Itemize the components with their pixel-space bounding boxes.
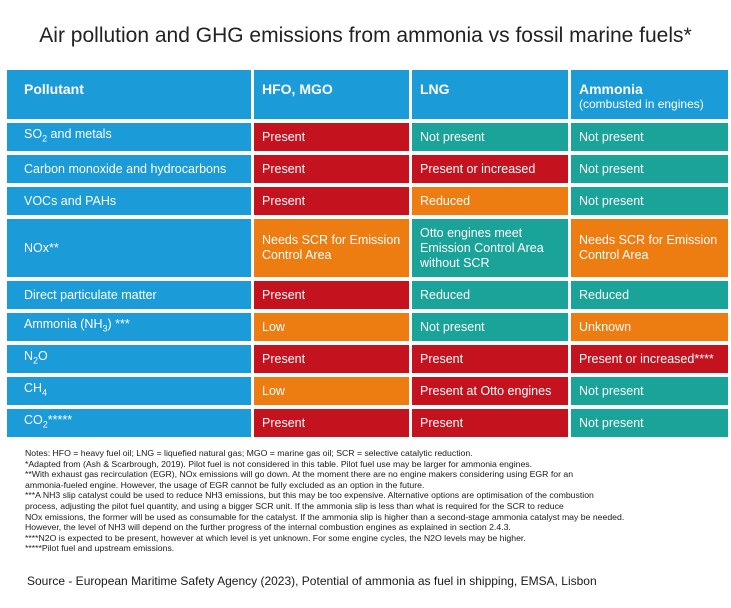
- note-line: *Adapted from (Ash & Scarbrough, 2019). …: [25, 458, 533, 469]
- hfo-cell: Present: [254, 155, 409, 183]
- header-ammonia-label: Ammonia: [579, 81, 643, 97]
- ammonia-cell: Needs SCR for Emission Control Area: [571, 219, 728, 277]
- note-line: ammonia-fueled engine. However, the usag…: [25, 479, 425, 490]
- emissions-table: Pollutant HFO, MGO LNG Ammonia (combuste…: [7, 70, 728, 437]
- lng-cell: Present at Otto engines: [412, 377, 568, 405]
- header-pollutant: Pollutant: [7, 70, 251, 119]
- pollutant-cell: N2O: [7, 345, 251, 373]
- header-ammonia-sublabel: (combusted in engines): [579, 97, 704, 111]
- pollutant-cell: Ammonia (NH3) ***: [7, 313, 251, 341]
- note-line: Notes: HFO = heavy fuel oil; LNG = lique…: [25, 448, 473, 458]
- pollutant-cell: CO2*****: [7, 409, 251, 437]
- ammonia-cell: Not present: [571, 377, 728, 405]
- ammonia-cell: Not present: [571, 123, 728, 151]
- note-line: ****N2O is expected to be present, howev…: [25, 532, 526, 543]
- hfo-cell: Needs SCR for Emission Control Area: [254, 219, 409, 277]
- lng-cell: Present: [412, 409, 568, 437]
- hfo-cell: Present: [254, 409, 409, 437]
- lng-cell: Otto engines meet Emission Control Area …: [412, 219, 568, 277]
- ammonia-cell: Reduced: [571, 281, 728, 309]
- pollutant-cell: CH4: [7, 377, 251, 405]
- notes: Notes: HFO = heavy fuel oil; LNG = lique…: [25, 448, 725, 554]
- hfo-cell: Present: [254, 123, 409, 151]
- lng-cell: Present or increased: [412, 155, 568, 183]
- pollutant-cell: Direct particulate matter: [7, 281, 251, 309]
- page-title: Air pollution and GHG emissions from amm…: [39, 24, 692, 47]
- header-hfo-mgo: HFO, MGO: [254, 70, 409, 119]
- note-line: **With exhaust gas recirculation (EGR), …: [25, 469, 574, 480]
- lng-cell: Reduced: [412, 187, 568, 215]
- note-line: *****Pilot fuel and upstream emissions.: [25, 543, 175, 554]
- lng-cell: Not present: [412, 313, 568, 341]
- pollutant-cell: Carbon monoxide and hydrocarbons: [7, 155, 251, 183]
- lng-cell: Reduced: [412, 281, 568, 309]
- hfo-cell: Low: [254, 313, 409, 341]
- pollutant-cell: SO2 and metals: [7, 123, 251, 151]
- header-ammonia: Ammonia (combusted in engines): [571, 70, 728, 119]
- header-lng: LNG: [412, 70, 568, 119]
- pollutant-cell: VOCs and PAHs: [7, 187, 251, 215]
- hfo-cell: Low: [254, 377, 409, 405]
- pollutant-cell: NOx**: [7, 219, 251, 277]
- source-citation: Source - European Maritime Safety Agency…: [27, 574, 597, 588]
- ammonia-cell: Not present: [571, 155, 728, 183]
- hfo-cell: Present: [254, 187, 409, 215]
- ammonia-cell: Present or increased****: [571, 345, 728, 373]
- ammonia-cell: Not present: [571, 187, 728, 215]
- note-line: ***A NH3 slip catalyst could be used to …: [25, 490, 594, 501]
- ammonia-cell: Not present: [571, 409, 728, 437]
- ammonia-cell: Unknown: [571, 313, 728, 341]
- lng-cell: Present: [412, 345, 568, 373]
- note-line: However, the level of NH3 will depend on…: [25, 522, 511, 533]
- hfo-cell: Present: [254, 281, 409, 309]
- note-line: process, adjusting the pilot fuel quanti…: [25, 500, 564, 511]
- lng-cell: Not present: [412, 123, 568, 151]
- note-line: NOx emissions, the former will be used a…: [25, 511, 625, 522]
- hfo-cell: Present: [254, 345, 409, 373]
